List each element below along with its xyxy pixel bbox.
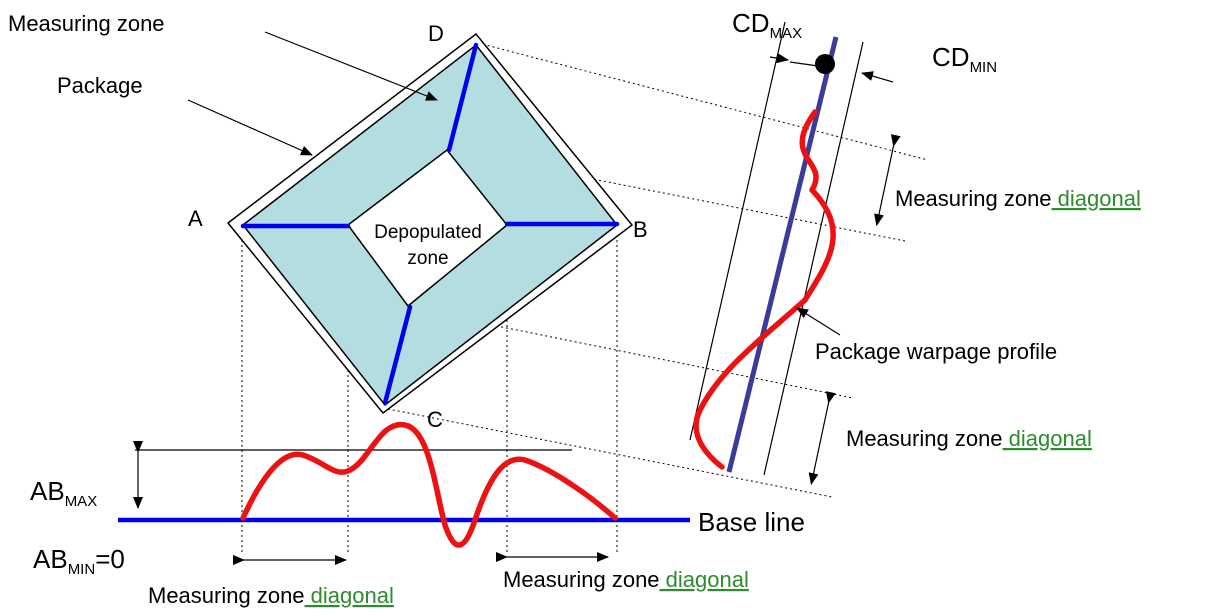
- depopulated-label-line1: Depopulated: [374, 222, 482, 243]
- warpage-profile-leader: [796, 307, 841, 336]
- bottom-diagonal-label-left: Measuring zone diagonal: [148, 583, 394, 608]
- package-label: Package: [57, 73, 143, 98]
- cd-min-arrow: [861, 71, 894, 83]
- depopulated-label-line2: zone: [407, 248, 448, 269]
- right-diagonal-label-upper: Measuring zone diagonal: [895, 186, 1141, 211]
- base-line-label: Base line: [698, 507, 805, 537]
- right-diagonal-arrow-upper: [874, 134, 901, 227]
- right-diagonal-label-lower: Measuring zone diagonal: [846, 426, 1092, 451]
- corner-c-label: C: [427, 407, 443, 432]
- warpage-profile-label: Package warpage profile: [815, 339, 1057, 364]
- cd-max-label: CDMAX: [732, 8, 802, 42]
- corner-b-label: B: [633, 217, 648, 242]
- cd-min-tick: [769, 53, 789, 64]
- ab-max-label: ABMAX: [30, 476, 97, 510]
- cd-max-point: [815, 54, 835, 74]
- measuring-zone-label: Measuring zone: [8, 11, 165, 36]
- corner-a-label: A: [188, 206, 203, 231]
- corner-d-label: D: [428, 21, 444, 46]
- bottom-diagonal-label-right: Measuring zone diagonal: [503, 567, 749, 592]
- ab-warpage-profile: [240, 422, 618, 548]
- cd-envelope-lines: [689, 21, 864, 476]
- cd-max-arrow: [789, 61, 819, 67]
- measuring-diagonals: [240, 42, 620, 406]
- cd-warpage-profile: [693, 109, 836, 470]
- package-leader: [187, 99, 313, 156]
- cd-min-label: CDMIN: [932, 42, 997, 76]
- right-diagonal-arrow-lower: [808, 391, 836, 486]
- cd-reference-line: [726, 36, 839, 473]
- ab-min-label: ABMIN=0: [33, 544, 125, 578]
- measuring-zone-leader: [264, 31, 438, 101]
